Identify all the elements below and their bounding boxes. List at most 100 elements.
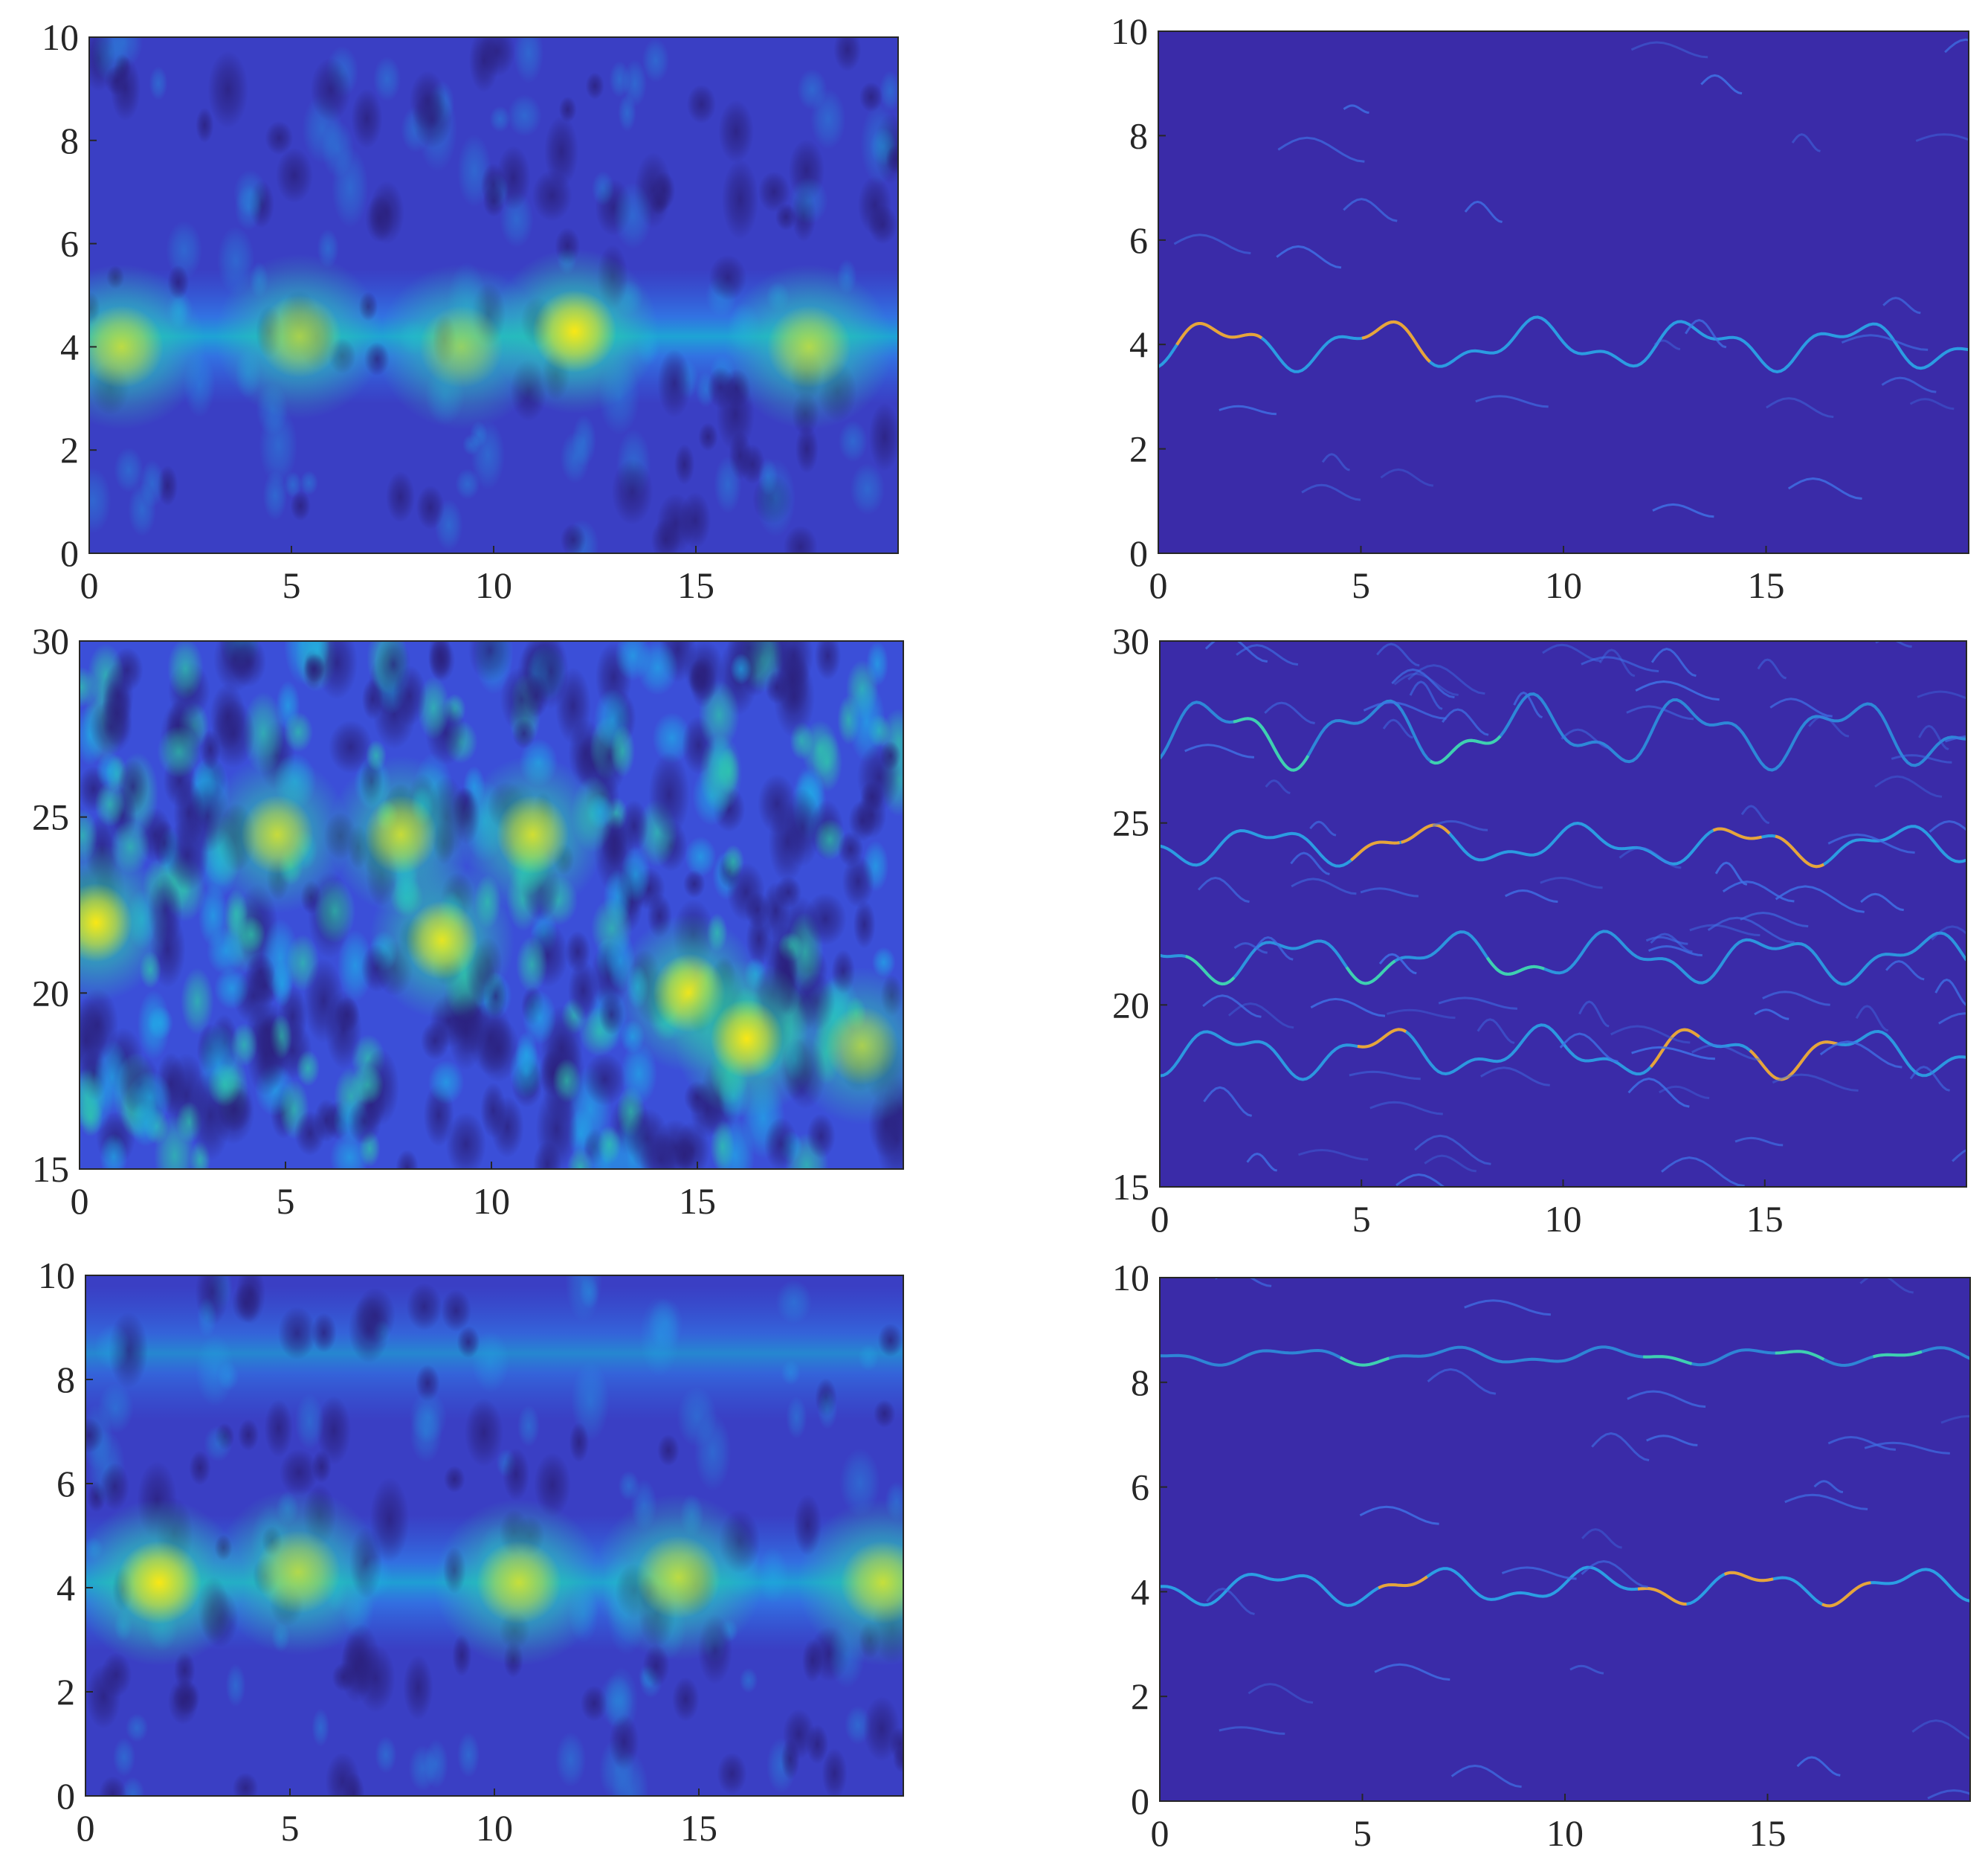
- y-tick-label: 20: [32, 972, 69, 1014]
- faint-streak: [1707, 916, 1795, 944]
- y-tick-label: 0: [1131, 1780, 1149, 1822]
- x-tick-label: 15: [680, 1807, 717, 1849]
- y-tick-label: 6: [57, 1463, 75, 1504]
- faint-streak: [1387, 1008, 1456, 1020]
- faint-streak: [1414, 1134, 1491, 1165]
- faint-streak: [1881, 376, 1937, 393]
- faint-streak: [1645, 936, 1688, 945]
- ridge-line: [1160, 1345, 1970, 1368]
- faint-streak: [1659, 1085, 1710, 1100]
- faint-streak: [1775, 885, 1865, 913]
- faint-streak: [1627, 1077, 1690, 1108]
- ridge-highlight: [1380, 320, 1431, 363]
- faint-streak: [1378, 953, 1417, 975]
- x-tick-label: 15: [1749, 1812, 1787, 1854]
- faint-streak: [1264, 701, 1315, 724]
- faint-streak: [1882, 297, 1921, 315]
- y-tick-label: 25: [32, 796, 69, 838]
- faint-streak: [1627, 1390, 1706, 1408]
- faint-streak: [1227, 1002, 1294, 1029]
- faint-streak: [1290, 851, 1330, 875]
- faint-streak: [1691, 1043, 1761, 1061]
- plot-background: [1160, 1278, 1970, 1801]
- faint-streak: [1349, 1070, 1421, 1081]
- faint-streak: [1363, 701, 1447, 720]
- y-tick-label: 2: [57, 1671, 75, 1713]
- faint-streak: [1343, 104, 1369, 114]
- faint-streak: [1343, 198, 1398, 222]
- y-tick-label: 8: [60, 120, 79, 161]
- faint-streak: [1432, 820, 1488, 831]
- faint-streak: [1700, 74, 1743, 95]
- x-tick-label: 0: [77, 1807, 95, 1849]
- y-tick-label: 10: [1111, 10, 1148, 52]
- faint-streak: [1513, 691, 1543, 718]
- x-tick-label: 10: [473, 1180, 510, 1222]
- faint-streak: [1631, 1046, 1715, 1060]
- y-tick-label: 4: [57, 1567, 75, 1609]
- ridge-highlight: [1873, 1350, 1923, 1359]
- faint-streak: [1784, 1493, 1868, 1510]
- faint-streak: [1369, 1101, 1443, 1115]
- faint-streak: [1650, 648, 1697, 677]
- ridge-highlight: [1494, 965, 1545, 976]
- faint-streak: [1424, 1154, 1477, 1173]
- faint-streak: [1626, 705, 1694, 721]
- faint-streak: [1827, 1435, 1897, 1451]
- y-tick-label: 10: [1112, 1257, 1149, 1298]
- faint-streak: [1796, 1756, 1841, 1777]
- faint-streak: [1855, 1005, 1889, 1032]
- faint-streak: [1202, 994, 1262, 1018]
- hotspot-core: [476, 1541, 562, 1624]
- faint-streak: [1653, 339, 1681, 350]
- faint-streak: [1248, 1683, 1314, 1704]
- faint-streak: [1409, 680, 1443, 710]
- x-tick-label: 10: [1546, 1812, 1584, 1854]
- ridge-highlight: [1401, 823, 1451, 844]
- faint-streak: [1927, 1789, 1970, 1800]
- faint-streak: [1450, 1764, 1522, 1788]
- faint-streak: [1464, 200, 1503, 223]
- faint-streak: [1934, 978, 1966, 1007]
- ridge-highlight: [1775, 834, 1824, 869]
- faint-streak: [1598, 648, 1636, 677]
- x-tick-label: 5: [277, 1180, 295, 1222]
- faint-streak: [1291, 878, 1357, 895]
- faint-streak: [1952, 1148, 1966, 1162]
- y-tick-label: 8: [57, 1359, 75, 1400]
- faint-streak: [1813, 1480, 1844, 1493]
- x-tick-label: 10: [476, 1807, 513, 1849]
- ridge-highlight: [1637, 1587, 1687, 1606]
- hotspot-core: [840, 1541, 903, 1624]
- y-tick-label: 25: [1112, 802, 1149, 844]
- ridge-highlight: [1643, 1355, 1693, 1365]
- faint-streak: [1827, 833, 1915, 854]
- faint-streak: [1206, 1587, 1255, 1615]
- faint-streak: [1685, 318, 1727, 349]
- x-tick-label: 5: [1352, 564, 1370, 606]
- faint-streak: [1360, 887, 1419, 898]
- ridge-highlight: [1429, 738, 1479, 765]
- hotspot-core: [257, 295, 342, 379]
- faint-streak: [1841, 334, 1929, 351]
- faint-streak: [1619, 846, 1682, 869]
- faint-streak: [1559, 1032, 1619, 1063]
- faint-streak: [1740, 805, 1770, 825]
- faint-streak: [1722, 880, 1795, 903]
- faint-streak: [1376, 643, 1420, 667]
- faint-streak: [1591, 1432, 1650, 1462]
- faint-streak: [1610, 1025, 1691, 1044]
- y-tick-label: 6: [1131, 1466, 1149, 1508]
- x-tick-label: 15: [1748, 564, 1785, 606]
- faint-streak: [1214, 1278, 1272, 1287]
- hotspot-core: [419, 305, 504, 388]
- faint-streak: [1407, 664, 1485, 695]
- faint-streak: [1427, 1368, 1497, 1395]
- panel-top-left: 0 5 10 15 0 2 4 6 8 10: [42, 16, 899, 606]
- faint-streak: [1944, 735, 1966, 743]
- ridge-highlight: [1339, 1356, 1390, 1367]
- faint-streak: [1630, 41, 1708, 59]
- x-tick-label: 0: [71, 1180, 89, 1222]
- faint-streak: [1480, 1066, 1550, 1086]
- faint-streak: [1501, 1566, 1577, 1580]
